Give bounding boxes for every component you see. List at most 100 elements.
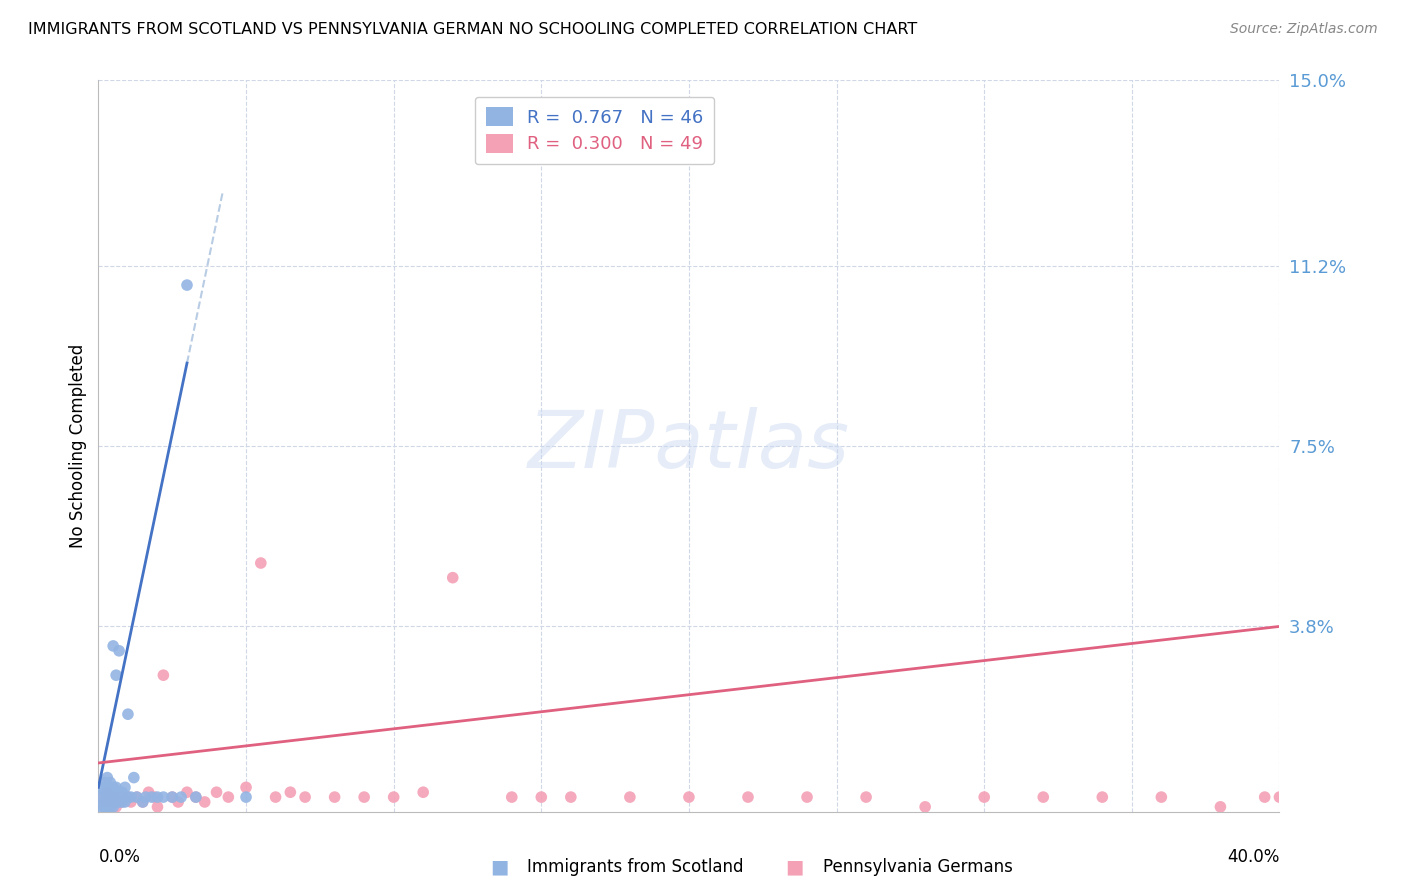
Point — [264, 790, 287, 805]
Point — [132, 795, 155, 809]
Point — [1150, 790, 1173, 805]
Point — [103, 795, 125, 809]
Point — [117, 707, 139, 722]
Point — [125, 790, 148, 805]
Point — [152, 790, 174, 805]
Point — [1209, 800, 1232, 814]
Point — [96, 790, 118, 805]
Point — [105, 800, 128, 814]
Point — [117, 790, 139, 805]
Text: 40.0%: 40.0% — [1227, 848, 1279, 866]
Text: IMMIGRANTS FROM SCOTLAND VS PENNSYLVANIA GERMAN NO SCHOOLING COMPLETED CORRELATI: IMMIGRANTS FROM SCOTLAND VS PENNSYLVANIA… — [28, 22, 917, 37]
Point — [96, 795, 118, 809]
Point — [98, 800, 121, 814]
Point — [162, 790, 183, 805]
Point — [96, 800, 118, 814]
Point — [619, 790, 641, 805]
Text: Immigrants from Scotland: Immigrants from Scotland — [527, 858, 744, 876]
Point — [103, 790, 125, 805]
Point — [90, 800, 112, 814]
Point — [93, 775, 115, 789]
Point — [120, 795, 142, 809]
Point — [235, 780, 257, 795]
Point — [108, 785, 131, 799]
Point — [98, 785, 121, 799]
Point — [184, 790, 207, 805]
Point — [1254, 790, 1277, 805]
Point — [125, 790, 148, 805]
Point — [105, 668, 128, 682]
Point — [108, 644, 131, 658]
Legend: R =  0.767   N = 46, R =  0.300   N = 49: R = 0.767 N = 46, R = 0.300 N = 49 — [475, 96, 714, 164]
Point — [114, 780, 136, 795]
Point — [1032, 790, 1054, 805]
Point — [138, 785, 160, 799]
Point — [93, 800, 115, 814]
Point — [122, 771, 145, 785]
Point — [914, 800, 936, 814]
Text: ZIPatlas: ZIPatlas — [527, 407, 851, 485]
Point — [114, 795, 136, 809]
Point — [98, 775, 121, 789]
Point — [93, 795, 115, 809]
Point — [194, 795, 217, 809]
Point — [90, 780, 112, 795]
Point — [176, 278, 198, 293]
Point — [1091, 790, 1114, 805]
Point — [111, 785, 134, 799]
Point — [796, 790, 818, 805]
Point — [132, 795, 155, 809]
Point — [105, 780, 128, 795]
Point — [96, 780, 118, 795]
Point — [855, 790, 877, 805]
Point — [103, 639, 125, 653]
Point — [143, 790, 166, 805]
Point — [111, 795, 134, 809]
Point — [146, 790, 169, 805]
Point — [152, 668, 174, 682]
Point — [90, 790, 112, 805]
Text: ■: ■ — [489, 857, 509, 877]
Y-axis label: No Schooling Completed: No Schooling Completed — [69, 344, 87, 548]
Point — [96, 785, 118, 799]
Point — [176, 785, 198, 799]
Point — [501, 790, 523, 805]
Point — [530, 790, 553, 805]
Point — [1268, 790, 1291, 805]
Point — [108, 795, 131, 809]
Point — [184, 790, 207, 805]
Text: Pennsylvania Germans: Pennsylvania Germans — [823, 858, 1012, 876]
Point — [217, 790, 239, 805]
Point — [146, 800, 169, 814]
Point — [353, 790, 375, 805]
Text: 0.0%: 0.0% — [98, 848, 141, 866]
Point — [135, 790, 157, 805]
Point — [108, 790, 131, 805]
Point — [96, 771, 118, 785]
Point — [250, 556, 273, 570]
Point — [235, 790, 257, 805]
Point — [105, 795, 128, 809]
Point — [560, 790, 582, 805]
Point — [678, 790, 700, 805]
Point — [117, 790, 139, 805]
Point — [294, 790, 316, 805]
Point — [98, 795, 121, 809]
Point — [103, 790, 125, 805]
Point — [103, 800, 125, 814]
Point — [93, 795, 115, 809]
Point — [103, 780, 125, 795]
Point — [441, 571, 464, 585]
Point — [167, 795, 190, 809]
Point — [98, 795, 121, 809]
Point — [141, 790, 163, 805]
Point — [205, 785, 228, 799]
Point — [120, 790, 142, 805]
Text: ■: ■ — [785, 857, 804, 877]
Text: Source: ZipAtlas.com: Source: ZipAtlas.com — [1230, 22, 1378, 37]
Point — [412, 785, 434, 799]
Point — [170, 790, 193, 805]
Point — [162, 790, 183, 805]
Point — [973, 790, 995, 805]
Point — [737, 790, 759, 805]
